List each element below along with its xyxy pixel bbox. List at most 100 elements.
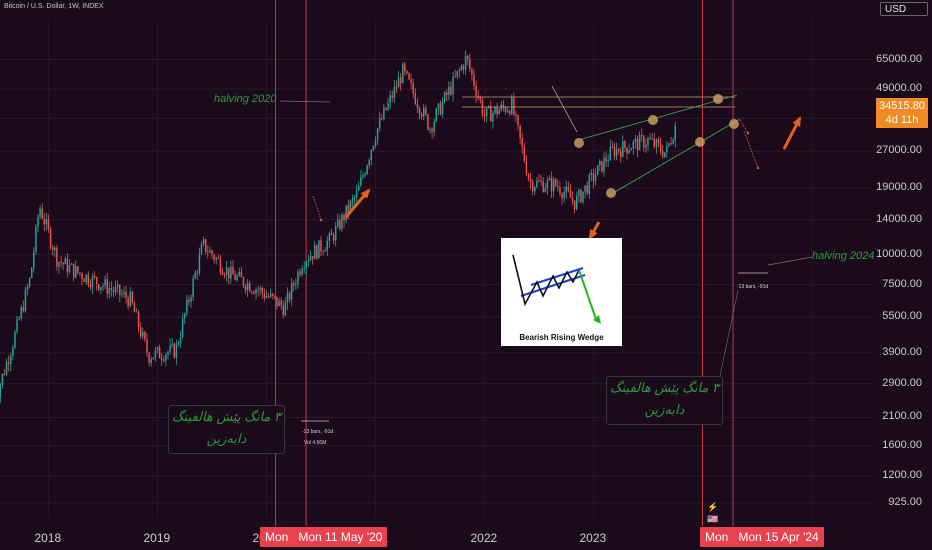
candle xyxy=(456,70,458,79)
candle xyxy=(422,103,425,121)
candle xyxy=(341,212,343,232)
candle xyxy=(190,294,192,308)
candle xyxy=(475,80,477,103)
candle xyxy=(267,292,270,299)
candle xyxy=(1,373,4,389)
symbol-title[interactable]: Bitcoin / U.S. Dollar, 1W, INDEX xyxy=(4,3,104,10)
candle xyxy=(89,279,92,291)
y-tick-label: 14000.00 xyxy=(876,212,922,225)
candle xyxy=(471,67,473,81)
candle xyxy=(33,246,35,273)
pre-halving-callout-2024[interactable]: ٣ مانگ پێش هالفینگ دابەزین xyxy=(606,376,723,425)
last-price-tag: 34515.80 4d 11h xyxy=(876,98,928,128)
candle xyxy=(638,131,641,151)
candle xyxy=(202,236,205,247)
candle xyxy=(215,256,217,265)
candle xyxy=(238,267,240,277)
candle xyxy=(152,357,155,360)
candle xyxy=(255,287,257,300)
candle xyxy=(165,353,167,367)
candle xyxy=(297,268,299,289)
halving-2020-label[interactable]: halving 2020 xyxy=(214,93,277,105)
candle xyxy=(108,281,111,299)
candle xyxy=(72,263,75,282)
candle xyxy=(204,238,207,255)
bar-countdown: 4d 11h xyxy=(885,114,919,126)
candle xyxy=(58,261,60,275)
halving-2024-label[interactable]: halving 2024 xyxy=(812,250,875,262)
candle xyxy=(655,138,658,154)
candle xyxy=(318,240,320,259)
candle xyxy=(525,154,528,177)
candle xyxy=(360,170,362,187)
candle xyxy=(515,110,517,123)
flag-icon[interactable]: 🇺🇸 xyxy=(707,514,719,524)
candle xyxy=(213,253,215,264)
candle xyxy=(613,142,616,161)
candle xyxy=(596,164,599,176)
candle xyxy=(129,287,131,308)
candle xyxy=(494,106,496,116)
candle xyxy=(351,194,354,208)
bars-range-label-2020: -13 bars, -91d xyxy=(302,429,334,435)
chart-drawings xyxy=(279,85,813,422)
candle xyxy=(460,64,463,72)
candle xyxy=(299,268,301,278)
pivot-marker xyxy=(606,188,616,198)
candle xyxy=(330,228,333,236)
candle xyxy=(416,98,419,113)
candle xyxy=(498,108,500,115)
candle xyxy=(418,106,421,119)
candle xyxy=(420,112,423,120)
pivot-marker xyxy=(695,137,705,147)
candle xyxy=(51,244,54,256)
candle xyxy=(274,295,276,300)
candle xyxy=(485,107,488,123)
currency-selector[interactable]: USD xyxy=(880,2,928,16)
pivot-marker xyxy=(648,115,658,125)
candle xyxy=(670,137,672,146)
candle xyxy=(368,157,370,170)
candle xyxy=(276,296,278,310)
candle xyxy=(391,90,394,103)
candle xyxy=(0,382,2,404)
up-arrow-2020 xyxy=(344,188,371,218)
candle xyxy=(232,260,234,275)
candle xyxy=(41,203,43,220)
candle xyxy=(561,192,563,205)
candle xyxy=(142,327,144,340)
candle xyxy=(617,148,620,155)
candle xyxy=(387,97,389,112)
callout-line-2: دابەزین xyxy=(206,431,247,446)
candle xyxy=(20,304,22,322)
candle xyxy=(462,63,465,75)
candle xyxy=(173,342,176,359)
candle xyxy=(372,145,375,152)
candle xyxy=(385,107,387,111)
candle xyxy=(362,172,364,180)
candle xyxy=(334,222,337,247)
candle xyxy=(594,168,597,186)
candle xyxy=(24,286,27,313)
candle xyxy=(305,260,308,275)
candle xyxy=(601,160,603,174)
candle xyxy=(171,338,173,349)
candle xyxy=(60,255,62,268)
candle xyxy=(573,200,576,214)
up-arrow-2024 xyxy=(782,116,802,150)
candle xyxy=(557,179,559,192)
candle xyxy=(131,290,134,305)
candle xyxy=(605,151,607,168)
candle xyxy=(339,214,341,232)
candle xyxy=(477,90,479,101)
candle xyxy=(127,295,129,310)
last-price: 34515.80 xyxy=(879,100,925,112)
pre-halving-callout-2020[interactable]: ٣ مانگ پێش هالفینگ دابەزین xyxy=(168,405,285,454)
candle xyxy=(626,147,628,160)
candle xyxy=(634,134,637,149)
candle xyxy=(179,330,182,348)
lightning-icon[interactable]: ⚡ xyxy=(707,502,719,512)
candle xyxy=(636,135,639,157)
pivot-marker xyxy=(729,119,739,129)
